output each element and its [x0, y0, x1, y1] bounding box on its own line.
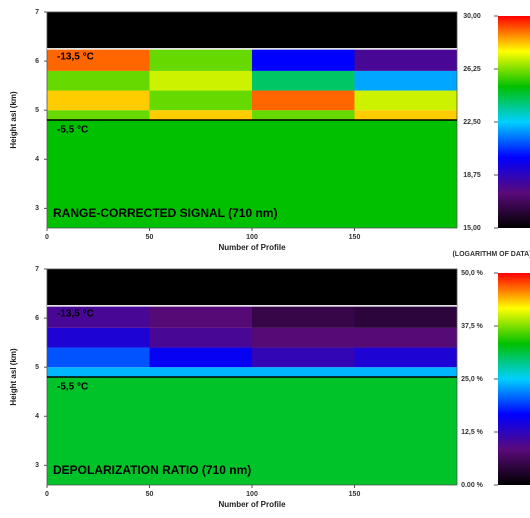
heat-cell — [252, 120, 355, 228]
heat-cell — [149, 12, 252, 49]
y-tick-label: 7 — [35, 266, 39, 273]
heat-cell — [252, 12, 355, 49]
heat-cell — [149, 70, 252, 91]
colorbar-tick-label: 37,5 % — [461, 323, 484, 330]
isotherm-label: -13,5 °C — [57, 51, 94, 62]
colorbar-tick-label: 26,25 — [463, 66, 481, 73]
panel-title: RANGE-CORRECTED SIGNAL (710 nm) — [53, 206, 277, 220]
heat-cell — [47, 377, 150, 485]
x-tick-label: 150 — [349, 491, 361, 498]
heat-cell — [354, 48, 457, 71]
heat-cell — [149, 48, 252, 71]
y-axis-label: Height asl (km) — [9, 348, 18, 406]
y-tick-label: 4 — [35, 156, 39, 163]
colorbar — [498, 16, 530, 228]
y-tick-label: 6 — [35, 315, 39, 322]
heat-cell — [149, 377, 252, 485]
heat-cell — [47, 48, 150, 71]
heat-cell — [47, 305, 150, 328]
y-tick-label: 5 — [35, 364, 39, 371]
heat-cell — [47, 110, 150, 120]
heat-cell — [252, 110, 355, 120]
heat-cell — [252, 48, 355, 71]
colorbar-tick-label: 30,00 — [463, 13, 481, 20]
heat-cell — [47, 327, 150, 348]
colorbar-tick-label: 15,00 — [463, 225, 481, 232]
colorbar-tick-label: 12,5 % — [461, 429, 484, 436]
heat-cell — [149, 347, 252, 368]
heat-cell — [47, 12, 150, 49]
colorbar-label: (LOGARITHM OF DATA) — [452, 251, 530, 258]
y-axis-label: Height asl (km) — [9, 91, 18, 149]
heat-cell — [47, 367, 150, 377]
heat-cell — [354, 269, 457, 306]
heat-cell — [252, 269, 355, 306]
heat-cell — [149, 305, 252, 328]
panel-title: DEPOLARIZATION RATIO (710 nm) — [53, 463, 251, 477]
x-tick-label: 100 — [246, 234, 258, 241]
colorbar-tick-label: 0.00 % — [461, 482, 484, 489]
x-tick-label: 0 — [45, 234, 49, 241]
heat-cell — [47, 70, 150, 91]
y-tick-label: 3 — [35, 462, 39, 469]
y-tick-label: 3 — [35, 205, 39, 212]
colorbar-tick-label: 22,50 — [463, 119, 481, 126]
heat-cell — [149, 269, 252, 306]
heat-cell — [354, 377, 457, 485]
heat-cell — [149, 90, 252, 111]
colorbar — [498, 273, 530, 485]
heat-cell — [252, 377, 355, 485]
x-axis-label: Number of Profile — [218, 243, 286, 252]
heat-cell — [149, 120, 252, 228]
isotherm-label: -13,5 °C — [57, 308, 94, 319]
y-tick-label: 4 — [35, 413, 39, 420]
heat-cell — [354, 120, 457, 228]
colorbar-tick-label: 50,0 % — [461, 270, 484, 277]
x-tick-label: 50 — [146, 491, 154, 498]
heat-cell — [252, 367, 355, 377]
y-tick-label: 7 — [35, 9, 39, 16]
y-tick-label: 6 — [35, 58, 39, 65]
x-axis-label: Number of Profile — [218, 500, 286, 509]
isotherm-label: -5,5 °C — [57, 125, 88, 136]
heat-cell — [354, 327, 457, 348]
heat-cell — [354, 347, 457, 368]
heat-cell — [354, 367, 457, 377]
heat-cell — [149, 327, 252, 348]
heat-cell — [149, 110, 252, 120]
x-tick-label: 150 — [349, 234, 361, 241]
y-tick-label: 5 — [35, 107, 39, 114]
heat-cell — [149, 367, 252, 377]
x-tick-label: 50 — [146, 234, 154, 241]
heat-cell — [252, 347, 355, 368]
heat-cell — [252, 90, 355, 111]
colorbar-tick-label: 18,75 — [463, 172, 481, 179]
heat-cell — [47, 120, 150, 228]
x-tick-label: 0 — [45, 491, 49, 498]
heat-cell — [354, 90, 457, 111]
colorbar-tick-label: 25,0 % — [461, 376, 484, 383]
heat-cell — [354, 12, 457, 49]
heat-cell — [354, 70, 457, 91]
heat-cell — [252, 305, 355, 328]
heat-cell — [47, 269, 150, 306]
heat-cell — [47, 90, 150, 111]
heat-cell — [354, 305, 457, 328]
heat-cell — [47, 347, 150, 368]
heat-cell — [354, 110, 457, 120]
x-tick-label: 100 — [246, 491, 258, 498]
heat-cell — [252, 70, 355, 91]
isotherm-label: -5,5 °C — [57, 382, 88, 393]
heat-cell — [252, 327, 355, 348]
